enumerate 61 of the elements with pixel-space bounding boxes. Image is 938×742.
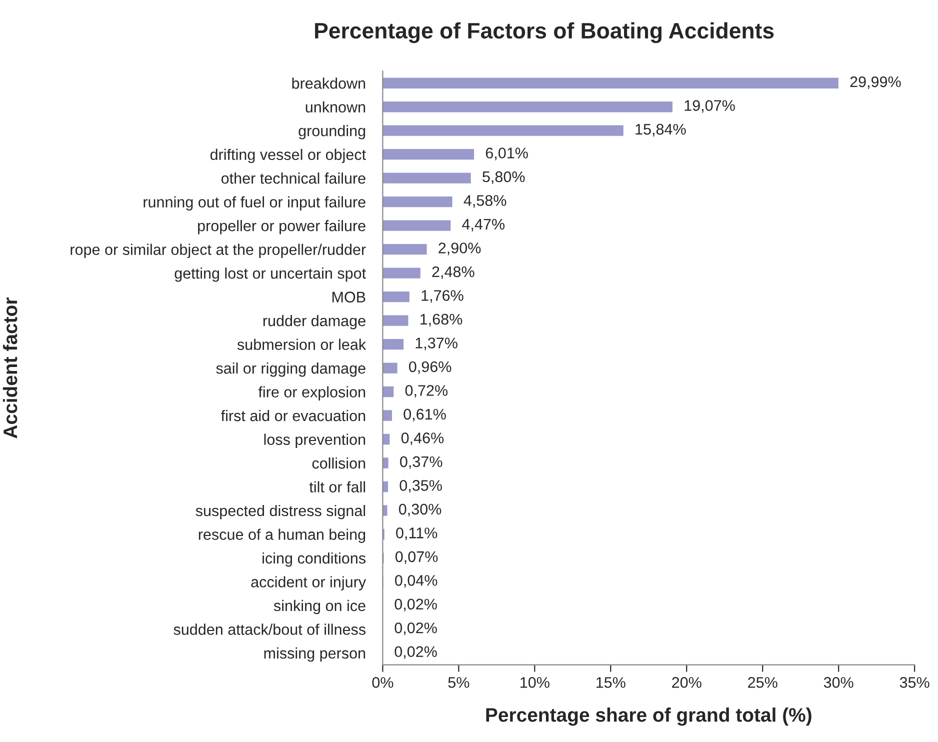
y-tick-label: grounding (298, 125, 366, 140)
data-label: 0,04% (395, 575, 438, 588)
x-axis-title: Percentage share of grand total (%) (486, 708, 812, 726)
y-tick-label: icing conditions (262, 552, 366, 567)
x-tick-label: 35% (900, 677, 930, 688)
y-tick-label: sail or rigging damage (216, 362, 366, 377)
x-tick-label: 15% (596, 677, 626, 688)
y-tick-label: sudden attack/bout of illness (174, 624, 366, 635)
data-label: 0,35% (400, 480, 442, 493)
data-label: 5,80% (482, 171, 525, 184)
data-label: 1,76% (422, 290, 464, 303)
y-tick-label: tilt or fall (309, 481, 366, 492)
data-label: 19,07% (684, 100, 735, 113)
data-label: 0,96% (409, 361, 452, 374)
y-tick-label: rescue of a human being (198, 528, 366, 543)
data-label: 0,72% (405, 385, 448, 398)
x-tick-label: 20% (672, 677, 702, 688)
data-label: 0,37% (400, 456, 442, 469)
y-tick-label: accident or injury (251, 576, 366, 590)
data-label: 29,99% (850, 76, 901, 90)
data-label: 0,07% (395, 551, 438, 564)
x-tick-label: 0% (372, 677, 394, 688)
y-tick-label: other technical failure (221, 172, 366, 184)
y-tick-label: propeller or power failure (198, 220, 366, 234)
x-tick-label: 10% (520, 677, 550, 688)
chart-title: Percentage of Factors of Boating Accidents (315, 22, 774, 44)
y-axis-title: Accident factor (2, 298, 18, 438)
y-tick-label: sinking on ice (274, 600, 366, 614)
y-tick-label: collision (312, 457, 366, 469)
data-label: 0,11% (396, 528, 438, 540)
data-label: 0,02% (394, 646, 437, 659)
data-label: 15,84% (636, 124, 686, 136)
y-tick-label: rope or similar object at the propeller/rudder (70, 244, 366, 258)
y-tick-label: running out of fuel or input failure (144, 196, 366, 211)
data-label: 1,68% (420, 314, 462, 326)
x-tick-label: 30% (824, 677, 854, 688)
data-label: 0,46% (401, 432, 444, 446)
y-tick-label: MOB (332, 292, 366, 302)
y-tick-label: missing person (264, 647, 366, 662)
data-label: 2,48% (432, 266, 474, 279)
data-label: 6,01% (486, 148, 528, 160)
y-tick-label: unknown (306, 101, 366, 113)
y-tick-label: rudder damage (263, 315, 366, 330)
y-tick-label: first aid or evacuation (221, 410, 366, 422)
y-tick-label: submersion or leak (237, 338, 366, 350)
y-tick-label: fire or explosion (258, 386, 366, 400)
data-label: 0,02% (394, 622, 437, 636)
data-label: 0,30% (398, 504, 442, 516)
data-label: 4,58% (464, 195, 506, 208)
data-label: 0,02% (394, 598, 437, 612)
x-tick-label: 5% (448, 677, 470, 688)
y-tick-label: drifting vessel or object (210, 148, 366, 164)
y-tick-label: suspected distress signal (196, 504, 366, 520)
data-label: 4,47% (462, 218, 505, 232)
y-tick-label: getting lost or uncertain spot (174, 268, 366, 282)
y-tick-label: loss prevention (264, 434, 366, 448)
y-tick-label: breakdown (292, 78, 366, 89)
data-label: 1,37% (416, 338, 458, 350)
x-tick-label: 25% (748, 677, 778, 688)
data-label: 0,61% (404, 408, 446, 422)
data-label: 2,90% (438, 242, 481, 256)
